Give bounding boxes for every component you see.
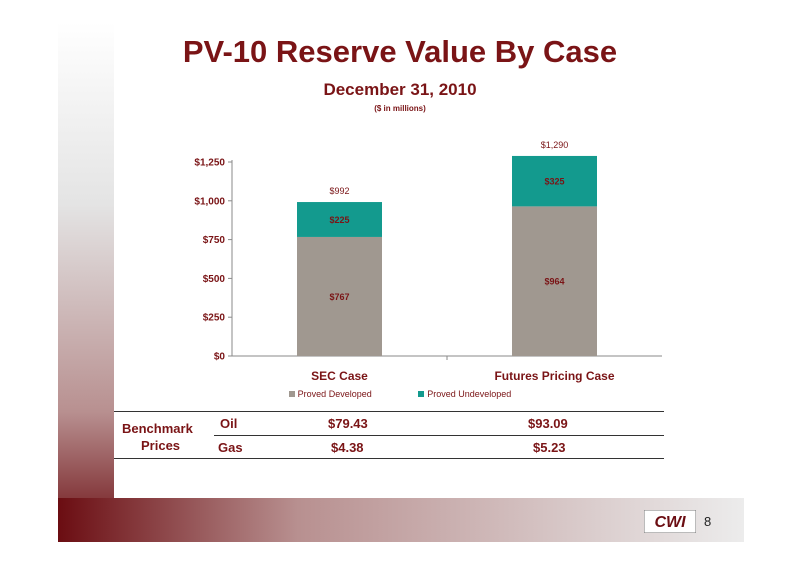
bar-value-label: $964 bbox=[544, 277, 564, 287]
y-tick-label: $500 bbox=[203, 274, 226, 285]
legend-label-proved-undeveloped: Proved Undeveloped bbox=[427, 389, 512, 399]
legend-item-proved-undeveloped: Proved Undeveloped bbox=[418, 389, 511, 399]
page-number: 8 bbox=[704, 514, 712, 529]
bar-proved-undeveloped bbox=[297, 202, 382, 237]
bar-value-label: $767 bbox=[329, 292, 349, 302]
y-tick-label: $0 bbox=[214, 352, 226, 363]
x-category-label: SEC Case bbox=[311, 369, 368, 383]
prices-label: Prices bbox=[141, 438, 181, 453]
legend-swatch-proved-developed bbox=[288, 391, 295, 397]
table-rule-bottom bbox=[114, 458, 664, 459]
bar-value-label: $225 bbox=[329, 215, 349, 225]
bar-proved-developed bbox=[297, 236, 382, 356]
unit-note: ($ in millions) bbox=[374, 104, 426, 113]
legend-label-proved-developed: Proved Developed bbox=[297, 389, 372, 399]
table-rule-top bbox=[114, 411, 664, 412]
row-gas-sec-value: $4.38 bbox=[331, 440, 364, 455]
benchmark-label: Benchmark bbox=[122, 421, 193, 436]
y-tick-label: $1,000 bbox=[194, 196, 225, 207]
table-rule-middle bbox=[214, 435, 664, 436]
bar-proved-developed bbox=[512, 206, 597, 356]
chart-legend: Proved Developed Proved Undeveloped bbox=[60, 389, 740, 399]
row-gas-label: Gas bbox=[218, 440, 243, 455]
row-gas-futures-value: $5.23 bbox=[533, 440, 566, 455]
cwi-logo: CWI bbox=[644, 510, 696, 533]
slide-subtitle: December 31, 2010 bbox=[323, 80, 477, 99]
x-category-label: Futures Pricing Case bbox=[494, 369, 614, 383]
logo-text: CWI bbox=[654, 514, 686, 531]
row-oil-futures-value: $93.09 bbox=[528, 416, 568, 431]
bar-total-label: $992 bbox=[329, 186, 349, 196]
benchmark-prices-table: Benchmark Prices Oil $79.43 $93.09 Gas $… bbox=[114, 411, 664, 461]
slide-title: PV-10 Reserve Value By Case bbox=[182, 34, 618, 69]
bar-proved-undeveloped bbox=[512, 155, 597, 207]
y-tick-label: $250 bbox=[203, 313, 226, 324]
y-tick-label: $1,250 bbox=[194, 158, 225, 169]
y-tick-label: $750 bbox=[203, 235, 226, 246]
row-oil-sec-value: $79.43 bbox=[328, 416, 368, 431]
bar-value-label: $325 bbox=[544, 177, 564, 187]
legend-item-proved-developed: Proved Developed bbox=[288, 389, 372, 399]
bar-total-label: $1,290 bbox=[541, 140, 569, 150]
legend-swatch-proved-undeveloped bbox=[418, 391, 425, 397]
row-oil-label: Oil bbox=[220, 416, 238, 431]
